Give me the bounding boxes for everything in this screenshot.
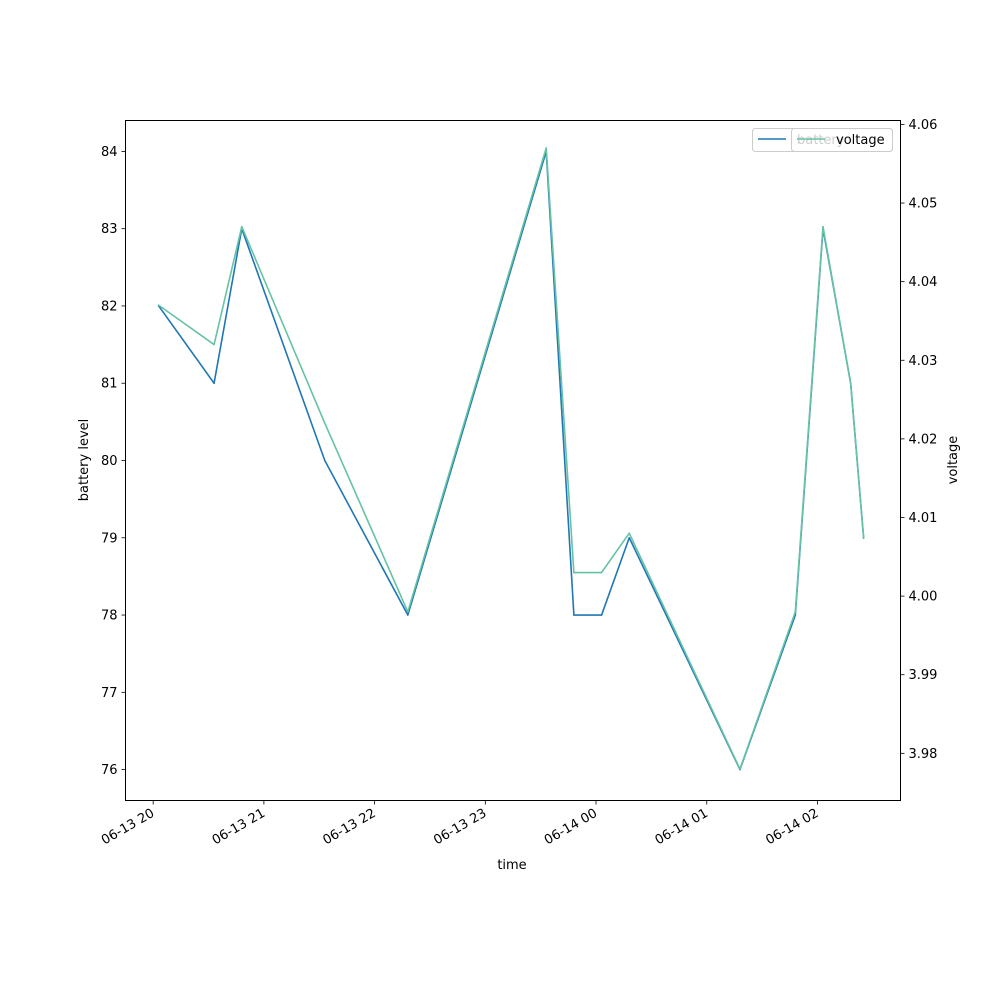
right-y-tick-label: 4.05: [909, 197, 938, 212]
left-y-tick-label: 79: [101, 531, 118, 546]
right-y-tick-label: 3.99: [909, 668, 938, 683]
data-point-voltage: [240, 225, 243, 228]
data-point-voltage: [849, 383, 852, 385]
x-axis-label: time: [497, 858, 526, 873]
left-y-tick-label: 82: [101, 299, 118, 314]
left-y-tick-label: 81: [101, 377, 118, 392]
series-line-voltage: [157, 147, 865, 770]
data-point-battery: [600, 614, 603, 616]
left-y-axis-ticks: 76 77 78 79 80 81 82 83 84: [101, 145, 126, 778]
right-y-tick-label: 4.02: [909, 432, 938, 447]
legend-voltage-box: [791, 128, 893, 152]
left-y-tick-label: 76: [101, 763, 118, 778]
data-point-voltage: [407, 611, 409, 613]
left-y-axis-label: battery level: [77, 419, 92, 502]
legend-voltage: voltage: [791, 128, 893, 152]
left-y-tick-label: 78: [101, 609, 118, 624]
data-point-voltage: [323, 422, 326, 424]
right-y-tick-label: 4.03: [909, 354, 938, 369]
left-y-tick-label: 77: [101, 686, 118, 701]
right-y-tick-label: 4.06: [909, 118, 938, 133]
legend-voltage-label: voltage: [836, 133, 885, 148]
plot-lines: [157, 147, 865, 771]
data-point-voltage: [213, 343, 215, 346]
data-point-battery: [213, 382, 215, 385]
left-y-tick-label: 84: [101, 145, 118, 160]
data-point-voltage: [739, 768, 741, 770]
data-point-voltage: [822, 225, 824, 228]
right-y-axis-ticks: 3.98 3.99 4.00 4.01 4.02 4.03 4.04 4.05 4.06: [900, 118, 938, 762]
data-point-battery: [573, 614, 575, 616]
data-point-voltage: [157, 304, 160, 307]
data-point-voltage: [600, 571, 603, 574]
data-point-battery: [628, 536, 631, 539]
data-point-voltage: [573, 571, 575, 574]
right-y-tick-label: 3.98: [909, 747, 938, 762]
right-y-tick-label: 4.01: [909, 511, 938, 526]
right-y-tick-label: 4.00: [909, 590, 938, 605]
data-point-battery: [323, 459, 326, 462]
data-point-battery: [407, 614, 409, 616]
left-y-tick-label: 80: [101, 454, 118, 469]
right-y-tick-label: 4.04: [909, 275, 938, 290]
data-point-voltage: [628, 532, 631, 535]
data-point-voltage: [862, 536, 865, 538]
right-y-axis-label: voltage: [946, 436, 961, 485]
data-point-voltage: [545, 147, 548, 149]
data-point-voltage: [794, 611, 797, 613]
left-y-tick-label: 83: [101, 222, 118, 237]
